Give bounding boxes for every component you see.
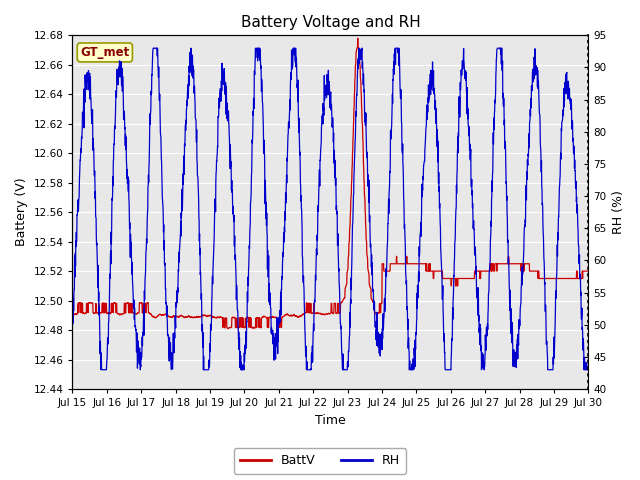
Title: Battery Voltage and RH: Battery Voltage and RH	[241, 15, 420, 30]
Text: GT_met: GT_met	[80, 46, 129, 59]
X-axis label: Time: Time	[315, 414, 346, 427]
Y-axis label: RH (%): RH (%)	[612, 190, 625, 234]
Legend: BattV, RH: BattV, RH	[234, 448, 406, 474]
Y-axis label: Battery (V): Battery (V)	[15, 178, 28, 247]
